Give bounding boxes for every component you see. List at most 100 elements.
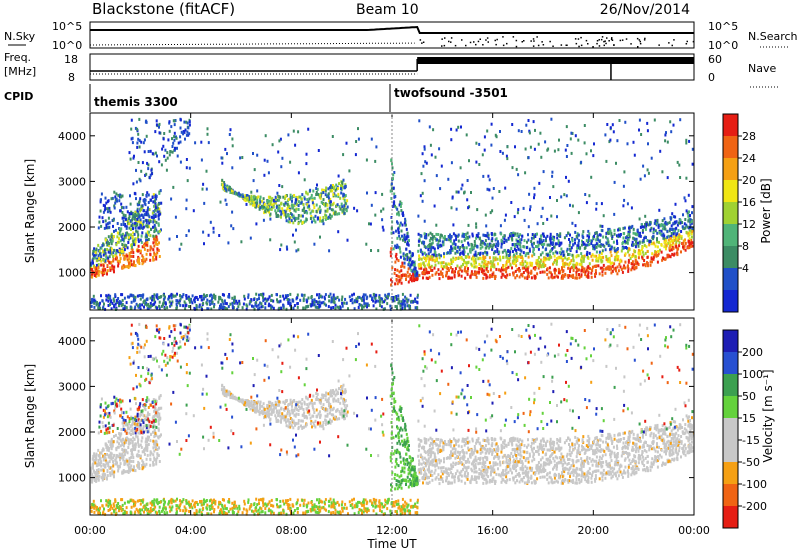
power-echo-point xyxy=(184,128,187,132)
power-echo-point xyxy=(315,203,318,207)
power-echo-point xyxy=(310,296,313,300)
power-echo-point xyxy=(234,192,237,196)
power-echo-point xyxy=(156,206,159,210)
power-echo-point xyxy=(168,129,171,133)
power-echo-point xyxy=(593,254,596,258)
power-echo-point xyxy=(402,213,405,217)
power-echo-point xyxy=(315,300,318,304)
power-echo-point xyxy=(252,195,255,199)
power-echo-point xyxy=(520,130,523,133)
power-echo-point xyxy=(578,273,580,276)
velocity-echo-point xyxy=(135,423,137,427)
power-echo-point xyxy=(329,184,332,188)
power-echo-point xyxy=(145,134,148,138)
power-echo-point xyxy=(488,246,491,250)
power-echo-point xyxy=(146,225,149,229)
power-echo-point xyxy=(584,193,587,196)
power-echo-point xyxy=(559,271,561,275)
power-echo-point xyxy=(365,242,368,246)
power-echo-point xyxy=(650,226,653,230)
power-echo-point xyxy=(97,272,100,275)
power-echo-point xyxy=(149,304,152,308)
power-echo-point xyxy=(644,251,647,255)
power-echo-point xyxy=(542,258,545,261)
power-echo-point xyxy=(113,204,116,208)
power-echo-point xyxy=(125,233,128,237)
power-echo-point xyxy=(556,236,559,240)
noise-search-point xyxy=(560,44,563,46)
power-echo-point xyxy=(587,238,590,241)
velocity-echo-point xyxy=(95,464,98,468)
noise-search-point xyxy=(596,40,599,42)
power-echo-point xyxy=(516,255,519,259)
power-echo-point xyxy=(605,235,607,239)
power-echo-point xyxy=(529,145,532,149)
power-echo-point xyxy=(92,298,95,302)
power-echo-point xyxy=(401,306,404,310)
power-echo-point xyxy=(641,245,644,249)
power-echo-point xyxy=(505,270,508,274)
power-echo-point xyxy=(610,231,613,235)
power-echo-point xyxy=(100,263,103,267)
power-echo-point xyxy=(627,238,630,242)
power-echo-point xyxy=(424,160,427,164)
power-echo-point xyxy=(568,252,571,256)
power-echo-point xyxy=(203,242,205,246)
power-echo-point xyxy=(649,263,652,267)
power-echo-point xyxy=(170,125,173,129)
power-echo-point xyxy=(344,201,347,205)
power-echo-point xyxy=(570,274,572,278)
power-echo-point xyxy=(268,302,271,306)
power-echo-point xyxy=(138,201,141,205)
power-echo-point xyxy=(213,296,216,299)
velocity-echo-point xyxy=(112,460,114,464)
power-echo-point xyxy=(391,204,394,208)
power-echo-point xyxy=(277,209,280,212)
power-echo-point xyxy=(99,301,101,305)
power-echo-point xyxy=(425,236,428,240)
power-echo-point xyxy=(279,299,282,303)
power-echo-point xyxy=(134,192,137,196)
power-echo-point xyxy=(401,292,404,296)
power-echo-point xyxy=(480,239,483,243)
power-echo-point xyxy=(452,270,455,274)
power-echo-point xyxy=(138,294,141,297)
noise-search-point xyxy=(477,40,480,43)
power-echo-point xyxy=(536,222,539,226)
power-echo-point xyxy=(284,194,287,198)
power-echo-point xyxy=(258,202,261,206)
power-echo-point xyxy=(194,295,197,299)
power-echo-point xyxy=(292,129,295,133)
power-echo-point xyxy=(652,230,655,234)
power-echo-point xyxy=(650,156,653,160)
power-echo-point xyxy=(257,303,260,307)
velocity-echo-point xyxy=(114,458,117,462)
power-echo-point xyxy=(601,270,604,274)
power-echo-point xyxy=(308,204,311,208)
power-echo-point xyxy=(565,155,568,158)
noise-search-point xyxy=(419,39,422,41)
velocity-echo-point xyxy=(154,434,157,438)
power-echo-point xyxy=(198,303,201,307)
power-echo-point xyxy=(443,252,445,256)
power-echo-point xyxy=(259,301,262,305)
power-echo-point xyxy=(631,255,634,258)
power-echo-point xyxy=(399,205,402,208)
power-echo-point xyxy=(471,248,474,252)
power-echo-point xyxy=(223,184,225,188)
power-echo-point xyxy=(139,297,142,301)
power-echo-point xyxy=(482,251,485,255)
velocity-echo-point xyxy=(147,438,149,442)
power-echo-point xyxy=(667,234,670,238)
power-echo-point xyxy=(577,233,580,237)
power-echo-point xyxy=(213,293,215,297)
power-echo-point xyxy=(512,271,515,275)
power-echo-point xyxy=(558,138,560,142)
power-echo-point xyxy=(118,247,121,251)
power-echo-point xyxy=(671,243,674,247)
power-echo-point xyxy=(173,138,176,142)
power-echo-point xyxy=(227,305,230,309)
power-echo-point xyxy=(92,261,94,265)
power-echo-point xyxy=(137,238,140,242)
power-echo-point xyxy=(660,233,663,237)
